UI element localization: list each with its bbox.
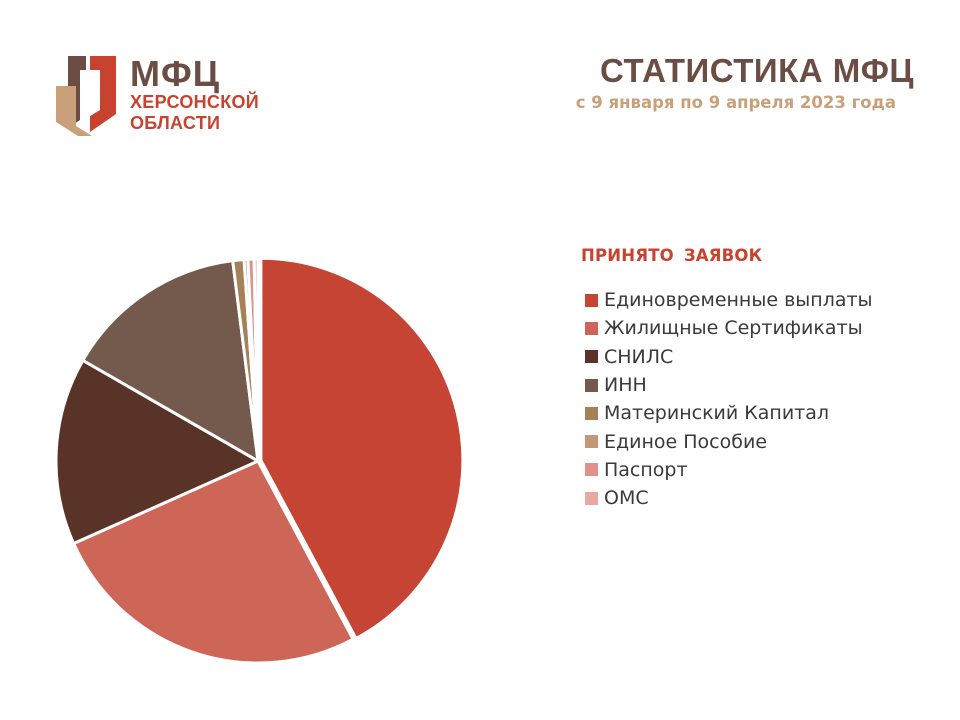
mfc-logo-icon (56, 56, 116, 136)
page-title: СТАТИСТИКА МФЦ (600, 52, 914, 89)
logo-title: МФЦ (130, 53, 221, 94)
pie-slice (259, 256, 465, 640)
legend-swatch (585, 491, 598, 505)
pie-slice (252, 257, 260, 463)
legend-item: ОМС (585, 484, 873, 512)
legend-swatch (585, 406, 598, 420)
legend-label: Единое Пособие (604, 430, 768, 453)
legend-swatch (585, 463, 598, 477)
legend-label: СНИЛС (604, 345, 674, 368)
legend-label: Жилищные Сертификаты (604, 317, 863, 340)
pie-slice (81, 259, 260, 463)
legend-label: Единовременные выплаты (604, 289, 873, 312)
legend-item: Жилищные Сертификаты (585, 314, 873, 342)
legend-item: ИНН (585, 371, 873, 399)
legend-swatch (585, 293, 598, 307)
legend-item: Единовременные выплаты (585, 286, 873, 314)
pie-slice (54, 358, 260, 546)
page-subtitle: с 9 января по 9 апреля 2023 года (575, 93, 896, 112)
legend-label: ОМС (604, 487, 649, 510)
legend-item: Единое Пособие (585, 427, 873, 455)
chart-legend: Единовременные выплаты Жилищные Сертифика… (585, 286, 873, 512)
legend-swatch (585, 350, 598, 364)
legend-swatch (585, 378, 598, 392)
legend-swatch (585, 435, 598, 449)
legend-label: ИНН (604, 374, 647, 397)
legend-item: Материнский Капитал (585, 399, 873, 427)
logo-region-line-1: ХЕРСОНСКОЙ (130, 92, 260, 112)
pie-slice (72, 459, 355, 665)
legend-item: Паспорт (585, 456, 873, 484)
legend-label: Паспорт (604, 458, 688, 481)
legend-swatch (585, 321, 598, 335)
logo: МФЦ ХЕРСОНСКОЙ ОБЛАСТИ (56, 56, 296, 140)
legend-item: СНИЛС (585, 343, 873, 371)
legend-label: Материнский Капитал (604, 402, 830, 425)
logo-region-line-2: ОБЛАСТИ (130, 113, 221, 133)
legend-title: ПРИНЯТО ЗАЯВОК (581, 246, 763, 265)
